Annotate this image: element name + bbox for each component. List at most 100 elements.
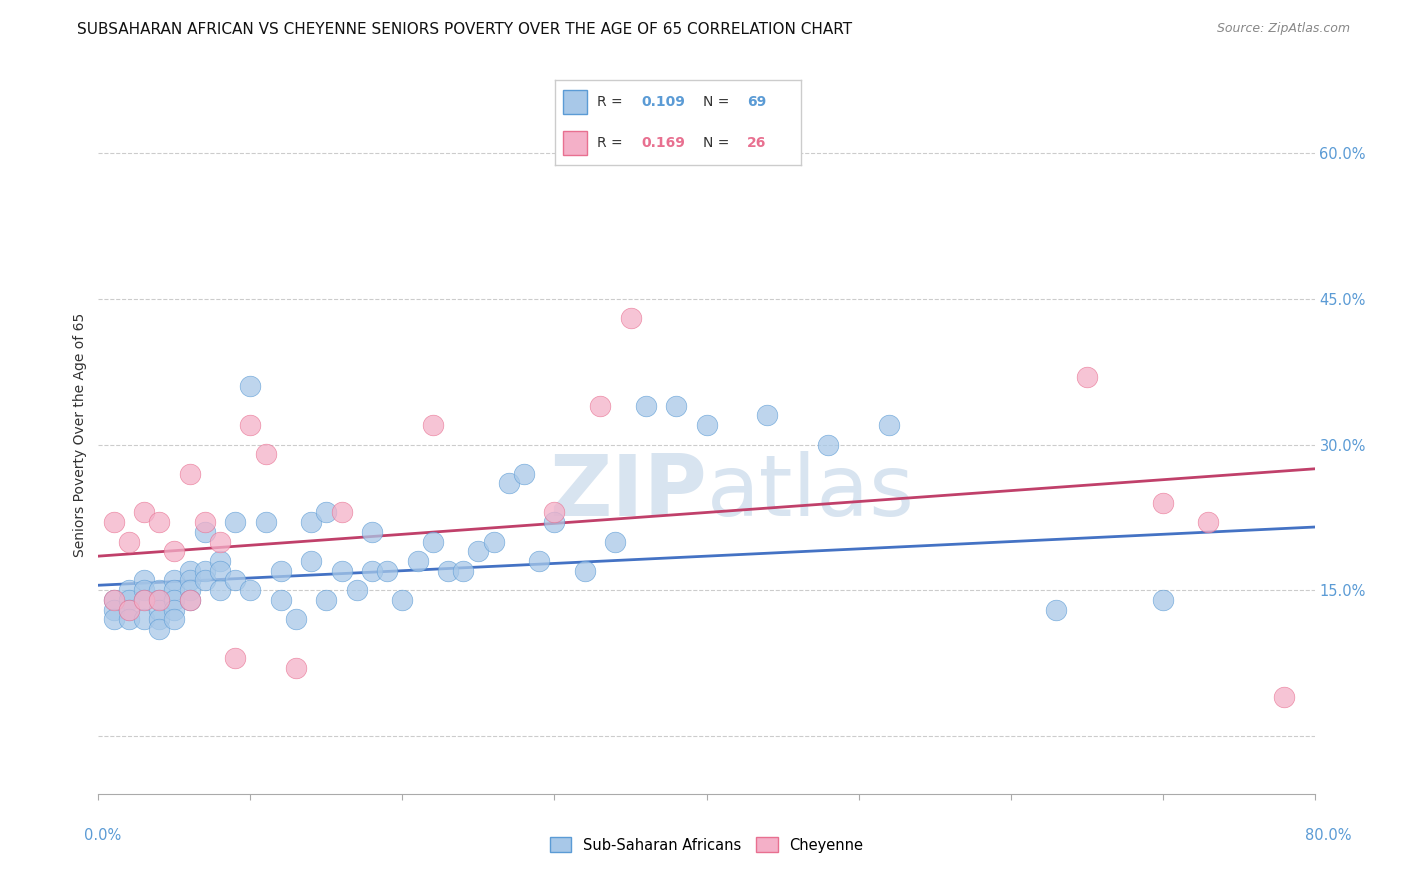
Point	[254, 447, 277, 461]
Point	[194, 515, 217, 529]
Point	[118, 534, 141, 549]
Point	[148, 583, 170, 598]
Text: R =: R =	[598, 136, 627, 150]
Point	[239, 583, 262, 598]
Point	[148, 592, 170, 607]
Point	[103, 612, 125, 626]
Point	[163, 612, 186, 626]
Point	[619, 311, 641, 326]
Point	[148, 602, 170, 616]
Point	[194, 574, 217, 588]
Text: ZIP: ZIP	[548, 450, 707, 533]
Point	[1272, 690, 1295, 704]
Point	[513, 467, 536, 481]
Point	[299, 515, 322, 529]
Point	[634, 399, 657, 413]
Point	[103, 592, 125, 607]
Point	[437, 564, 460, 578]
Point	[453, 564, 475, 578]
Text: N =: N =	[703, 136, 734, 150]
Point	[194, 564, 217, 578]
Point	[163, 592, 186, 607]
Point	[315, 592, 337, 607]
Point	[574, 564, 596, 578]
Point	[406, 554, 429, 568]
Point	[543, 506, 565, 520]
Point	[543, 515, 565, 529]
Point	[375, 564, 398, 578]
Point	[346, 583, 368, 598]
Point	[299, 554, 322, 568]
Point	[148, 612, 170, 626]
Y-axis label: Seniors Poverty Over the Age of 65: Seniors Poverty Over the Age of 65	[73, 313, 87, 557]
Point	[118, 583, 141, 598]
Point	[179, 583, 201, 598]
Point	[103, 515, 125, 529]
Point	[132, 612, 155, 626]
Point	[239, 418, 262, 433]
Point	[132, 506, 155, 520]
Point	[103, 602, 125, 616]
Text: N =: N =	[703, 95, 734, 110]
Point	[163, 574, 186, 588]
Point	[132, 592, 155, 607]
Point	[1152, 592, 1174, 607]
Point	[209, 583, 232, 598]
Text: 0.109: 0.109	[641, 95, 685, 110]
Text: 80.0%: 80.0%	[1305, 828, 1353, 843]
Point	[239, 379, 262, 393]
Point	[224, 515, 246, 529]
Point	[605, 534, 627, 549]
Text: 0.169: 0.169	[641, 136, 685, 150]
Point	[179, 592, 201, 607]
Point	[1076, 369, 1098, 384]
Point	[285, 612, 308, 626]
Point	[817, 437, 839, 451]
Point	[270, 564, 292, 578]
Point	[665, 399, 688, 413]
Point	[529, 554, 551, 568]
Point	[132, 583, 155, 598]
Point	[209, 554, 232, 568]
Point	[118, 592, 141, 607]
Point	[163, 583, 186, 598]
Text: Source: ZipAtlas.com: Source: ZipAtlas.com	[1216, 22, 1350, 36]
Point	[422, 534, 444, 549]
Text: 26: 26	[748, 136, 766, 150]
Point	[179, 574, 201, 588]
Point	[163, 544, 186, 558]
Point	[877, 418, 900, 433]
Point	[224, 574, 246, 588]
Point	[254, 515, 277, 529]
Point	[148, 515, 170, 529]
Point	[163, 602, 186, 616]
Point	[179, 467, 201, 481]
FancyBboxPatch shape	[562, 90, 588, 114]
Point	[118, 602, 141, 616]
Point	[194, 524, 217, 539]
Point	[179, 592, 201, 607]
Text: R =: R =	[598, 95, 627, 110]
Point	[696, 418, 718, 433]
Text: atlas: atlas	[707, 450, 914, 533]
Point	[148, 592, 170, 607]
Point	[1197, 515, 1219, 529]
Legend: Sub-Saharan Africans, Cheyenne: Sub-Saharan Africans, Cheyenne	[544, 831, 869, 858]
Point	[132, 592, 155, 607]
Point	[118, 612, 141, 626]
Point	[361, 524, 384, 539]
Point	[498, 476, 520, 491]
Point	[391, 592, 413, 607]
Point	[422, 418, 444, 433]
Point	[330, 506, 353, 520]
Point	[361, 564, 384, 578]
Point	[132, 574, 155, 588]
Point	[209, 534, 232, 549]
Point	[330, 564, 353, 578]
FancyBboxPatch shape	[562, 131, 588, 155]
Point	[209, 564, 232, 578]
Point	[103, 592, 125, 607]
Point	[315, 506, 337, 520]
Point	[482, 534, 505, 549]
Point	[467, 544, 489, 558]
